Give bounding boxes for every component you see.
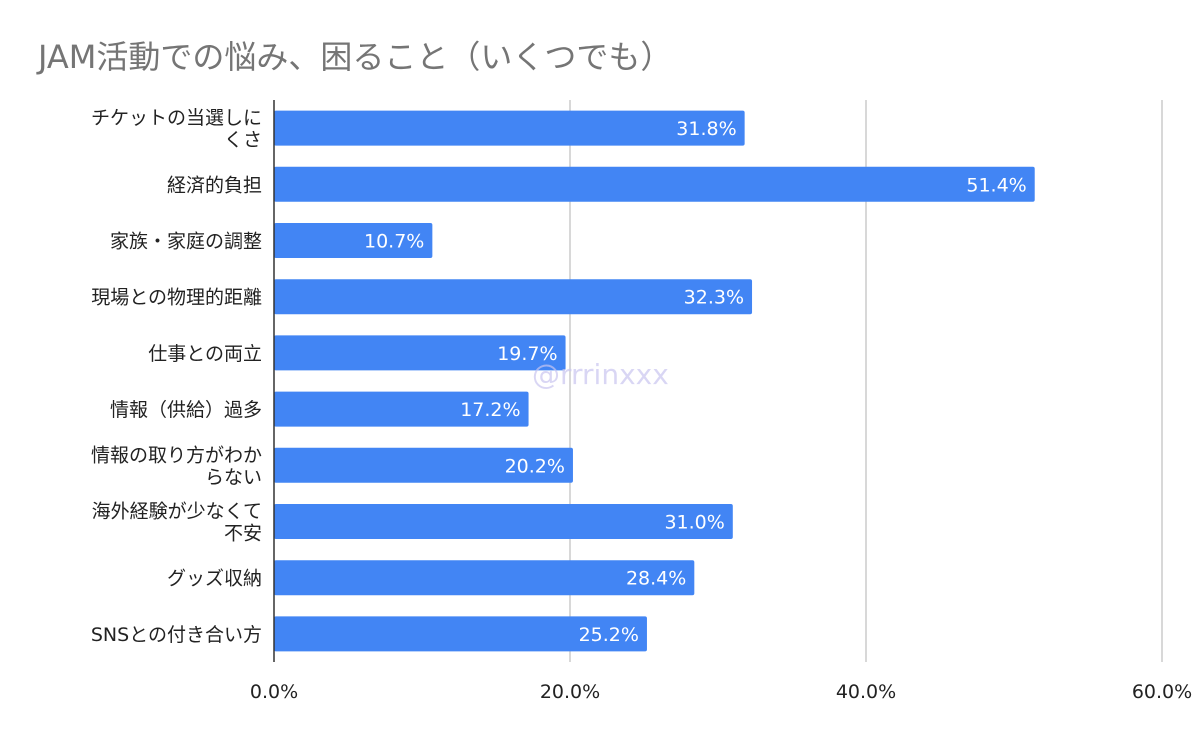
data-label: 20.2% bbox=[505, 455, 565, 477]
x-tick-label: 40.0% bbox=[836, 681, 896, 703]
x-tick-label: 0.0% bbox=[250, 681, 298, 703]
category-label: SNSとの付き合い方 bbox=[91, 624, 262, 646]
category-label: 家族・家庭の調整 bbox=[110, 231, 262, 253]
data-label: 31.8% bbox=[676, 118, 736, 140]
category-label: 経済的負担 bbox=[167, 174, 262, 196]
category-label: 現場との物理的距離 bbox=[91, 287, 262, 309]
bar bbox=[274, 560, 695, 596]
x-tick-label: 60.0% bbox=[1132, 681, 1192, 703]
category-label: 海外経験が少なくて bbox=[92, 501, 262, 523]
category-label: チケットの当選しに bbox=[91, 107, 262, 129]
category-label: 不安 bbox=[224, 523, 262, 545]
bar bbox=[274, 391, 529, 427]
category-label: グッズ収納 bbox=[167, 568, 262, 590]
category-label: くさ bbox=[224, 129, 262, 151]
data-label: 28.4% bbox=[626, 568, 686, 590]
bar bbox=[274, 335, 566, 371]
data-label: 10.7% bbox=[364, 231, 424, 253]
category-label: 情報の取り方がわか bbox=[91, 444, 262, 466]
bar bbox=[274, 447, 573, 483]
chart-title: JAM活動での悩み、困ること（いくつでも） bbox=[38, 38, 673, 76]
data-label: 31.0% bbox=[664, 512, 724, 534]
bar bbox=[274, 110, 745, 146]
data-label: 25.2% bbox=[579, 624, 639, 646]
bar bbox=[274, 616, 647, 652]
bar bbox=[274, 166, 1035, 202]
data-label: 51.4% bbox=[966, 174, 1026, 196]
data-label: 19.7% bbox=[497, 343, 557, 365]
data-label: 32.3% bbox=[684, 287, 744, 309]
x-tick-label: 20.0% bbox=[540, 681, 600, 703]
category-label: 情報（供給）過多 bbox=[110, 399, 262, 421]
watermark: @rrrinxxx bbox=[532, 358, 669, 391]
category-label: らない bbox=[205, 466, 262, 488]
data-label: 17.2% bbox=[460, 399, 520, 421]
category-label: 仕事との両立 bbox=[148, 343, 262, 365]
bar bbox=[274, 223, 433, 258]
bar bbox=[274, 504, 733, 539]
bar bbox=[274, 279, 753, 315]
